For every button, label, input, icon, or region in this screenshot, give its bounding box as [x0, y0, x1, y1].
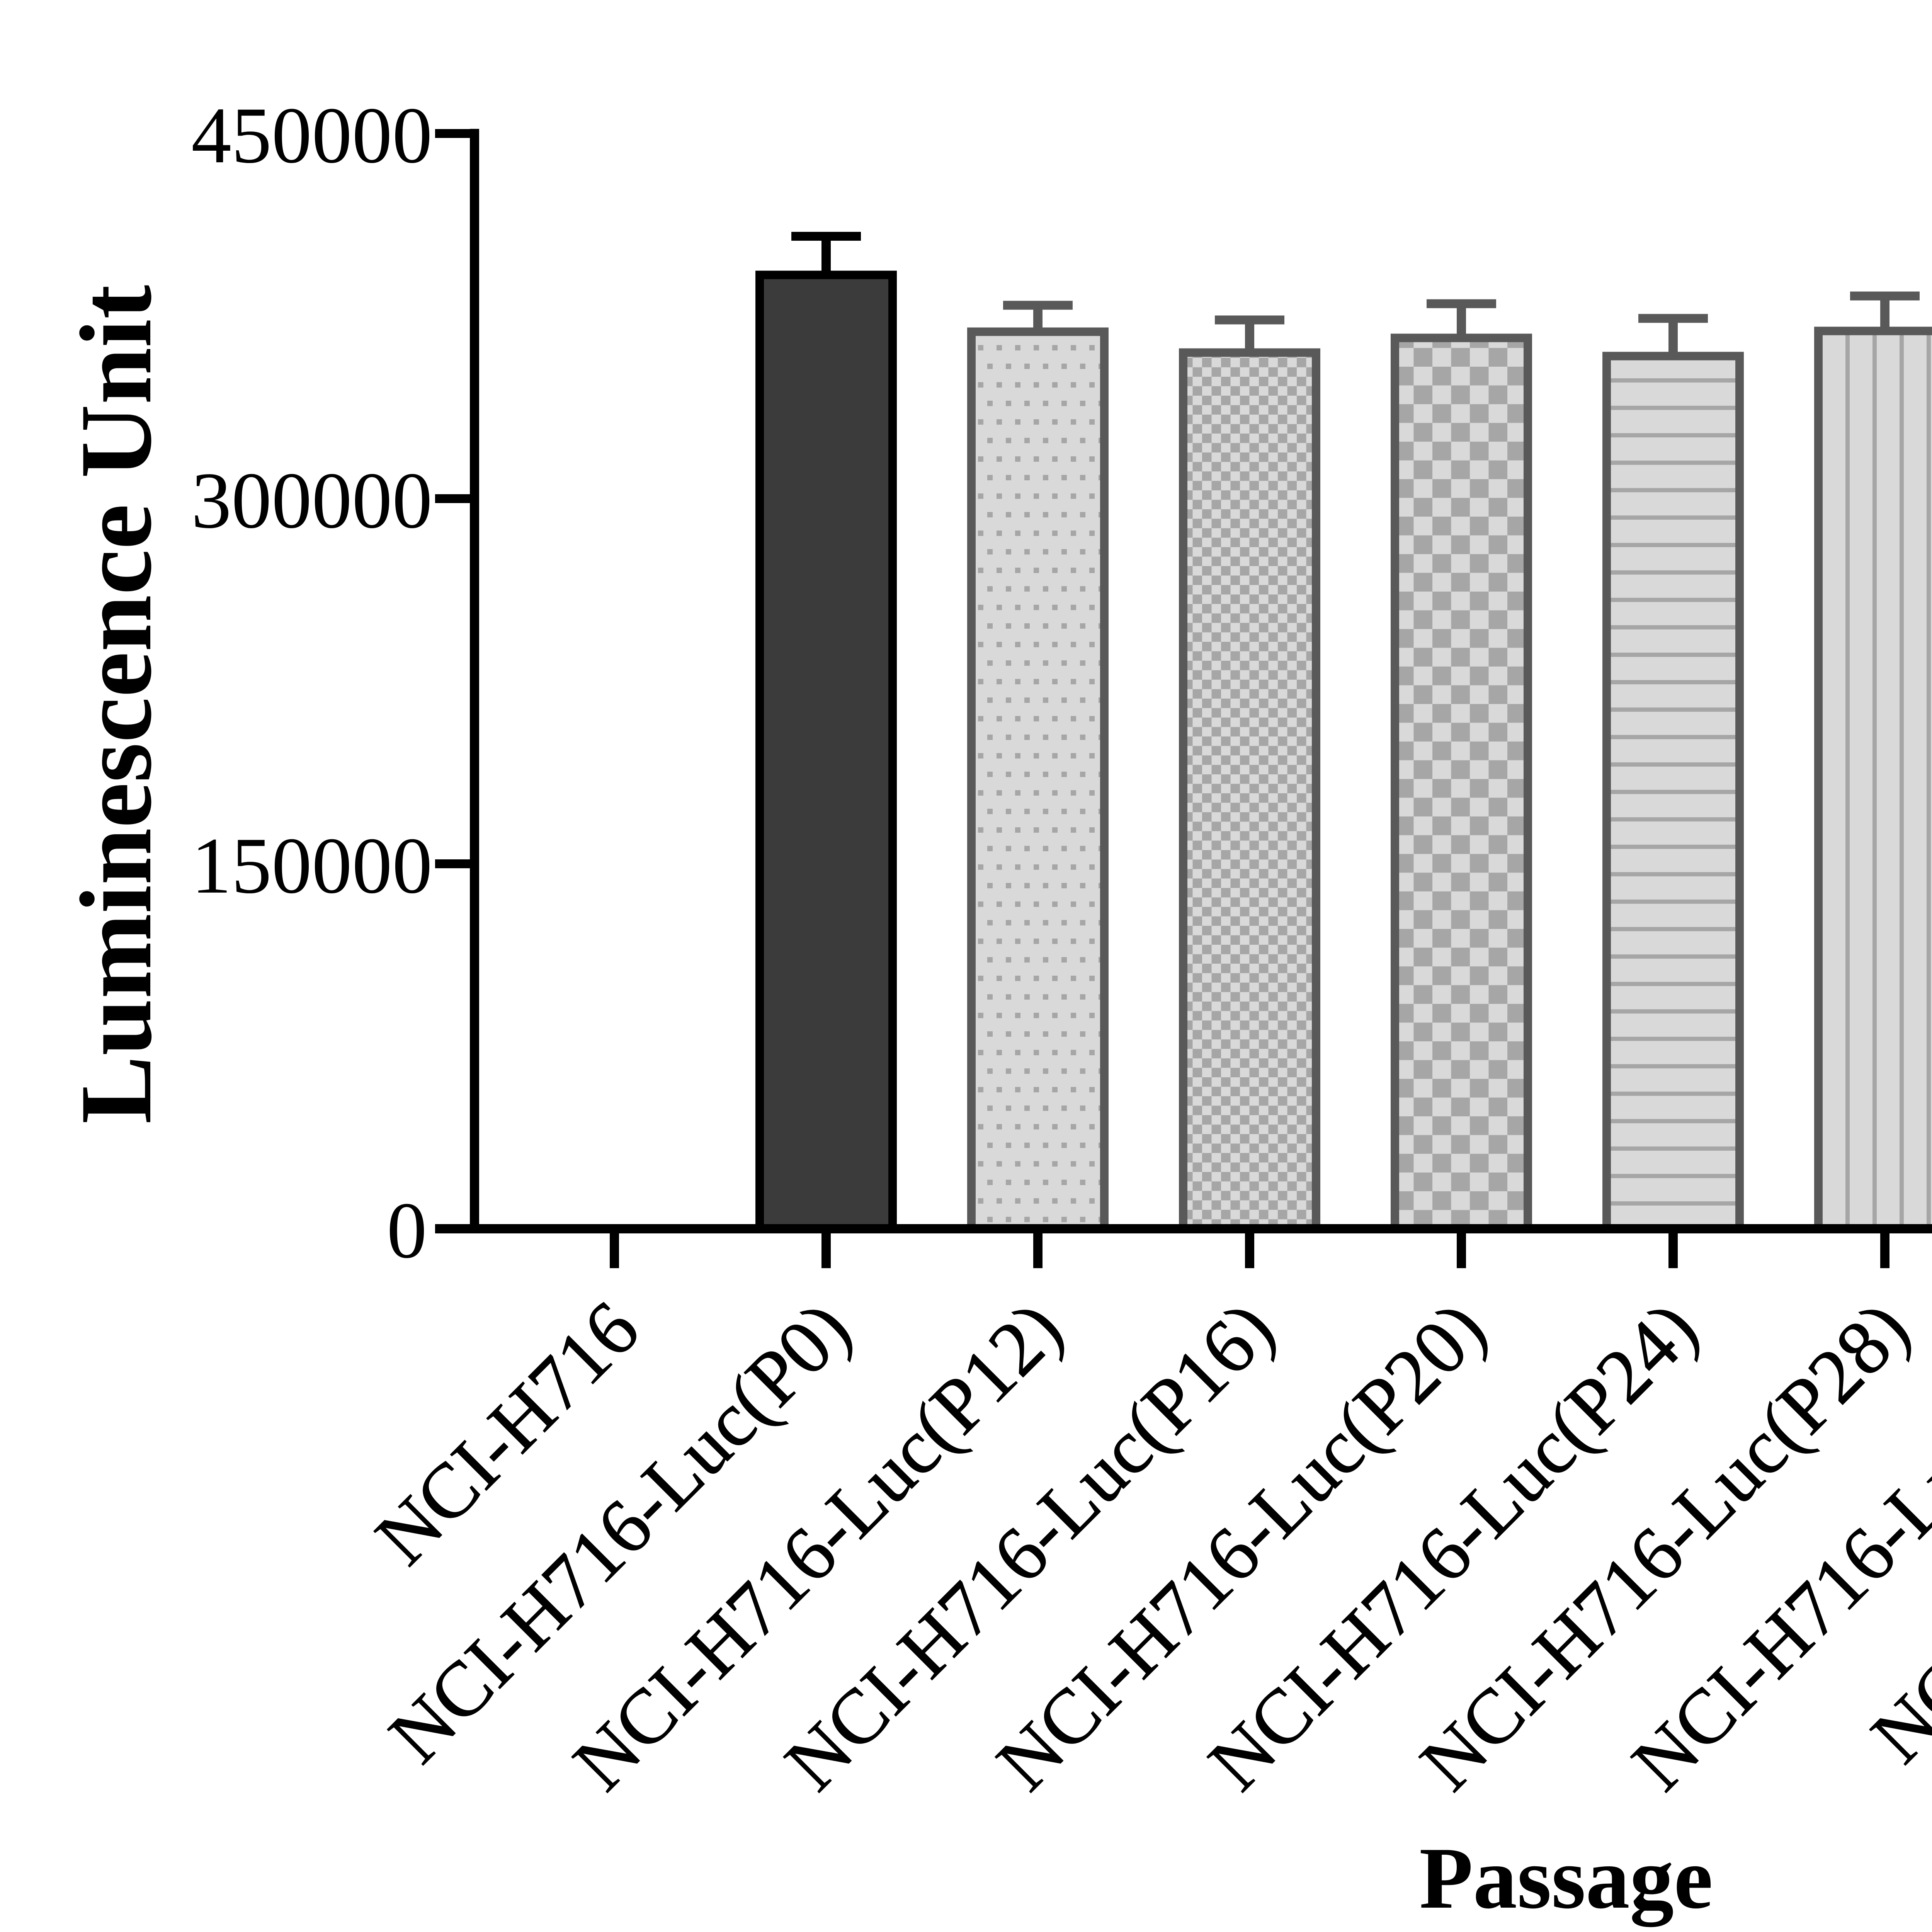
- svg-text:0: 0: [387, 1186, 427, 1275]
- svg-text:150000: 150000: [191, 821, 432, 910]
- svg-text:300000: 300000: [191, 456, 432, 545]
- svg-text:Luminescence Unit: Luminescence Unit: [60, 284, 173, 1124]
- svg-text:Passage: Passage: [1419, 1830, 1713, 1927]
- svg-text:450000: 450000: [191, 91, 432, 180]
